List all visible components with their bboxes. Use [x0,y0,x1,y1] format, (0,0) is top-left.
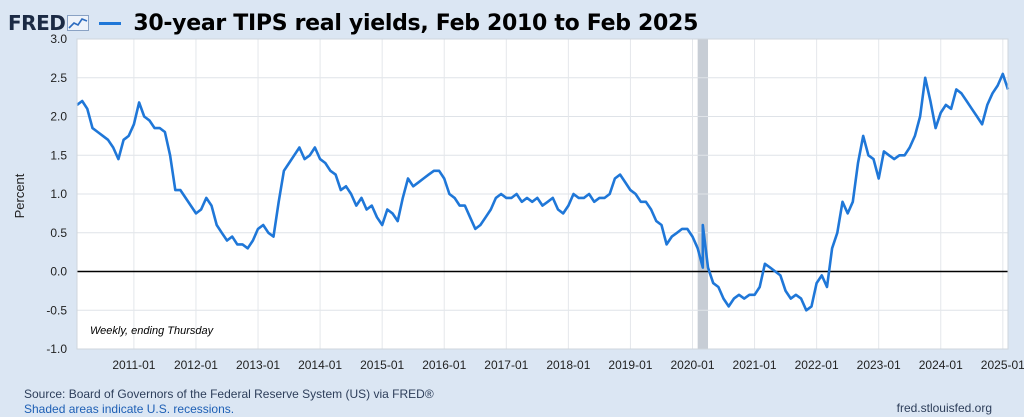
x-axis-ticks: 2011-01 2012-01 2013-01 2014-01 2015-01 2016-… [112,358,1024,372]
x-tick-label: 2016-01 [422,358,466,372]
frequency-annotation: Weekly, ending Thursday [90,325,214,337]
x-tick-label: 2015-01 [360,358,404,372]
y-tick-label: -0.5 [46,303,67,317]
y-tick-label: 0.5 [50,226,67,240]
fred-logo[interactable]: FRED [8,11,66,35]
y-tick-label: 3.0 [50,32,67,46]
y-tick-label: 2.5 [50,71,67,85]
y-tick-label: 1.5 [50,148,67,162]
x-tick-label: 2013-01 [236,358,280,372]
recession-note: Shaded areas indicate U.S. recessions. [24,402,235,416]
plot-border [76,38,1009,350]
fred-url[interactable]: fred.stlouisfed.org [896,401,992,415]
footer-source: Source: Board of Governors of the Federa… [24,387,434,417]
y-tick-label: 0.0 [50,265,67,279]
y-tick-label: -1.0 [46,342,67,356]
x-tick-label: 2024-01 [919,358,963,372]
x-tick-label: 2021-01 [733,358,777,372]
y-axis-ticks: 3.0 2.5 2.0 1.5 1.0 0.5 0.0 -0.5 -1.0 [46,32,67,356]
y-tick-label: 2.0 [50,110,67,124]
chart-header: FRED 30-year TIPS real yields, Feb 2010 … [8,6,698,40]
x-tick-label: 2025-01 [981,358,1024,372]
x-tick-label: 2011-01 [112,358,155,372]
x-tick-label: 2019-01 [608,358,652,372]
x-tick-label: 2020-01 [670,358,714,372]
source-text[interactable]: Source: Board of Governors of the Federa… [24,387,434,401]
series-line-tips-30yr [76,72,1010,312]
x-tick-label: 2018-01 [546,358,590,372]
x-tick-label: 2023-01 [857,358,901,372]
chart-title: 30-year TIPS real yields, Feb 2010 to Fe… [133,10,699,36]
y-axis-label: Percent [12,173,27,218]
y-tick-label: 1.0 [50,187,67,201]
x-tick-label: 2012-01 [174,358,218,372]
series-legend-swatch [99,21,122,25]
x-tick-label: 2022-01 [795,358,839,372]
fred-graph-icon [67,15,90,31]
x-tick-label: 2014-01 [298,358,342,372]
x-tick-label: 2017-01 [484,358,528,372]
